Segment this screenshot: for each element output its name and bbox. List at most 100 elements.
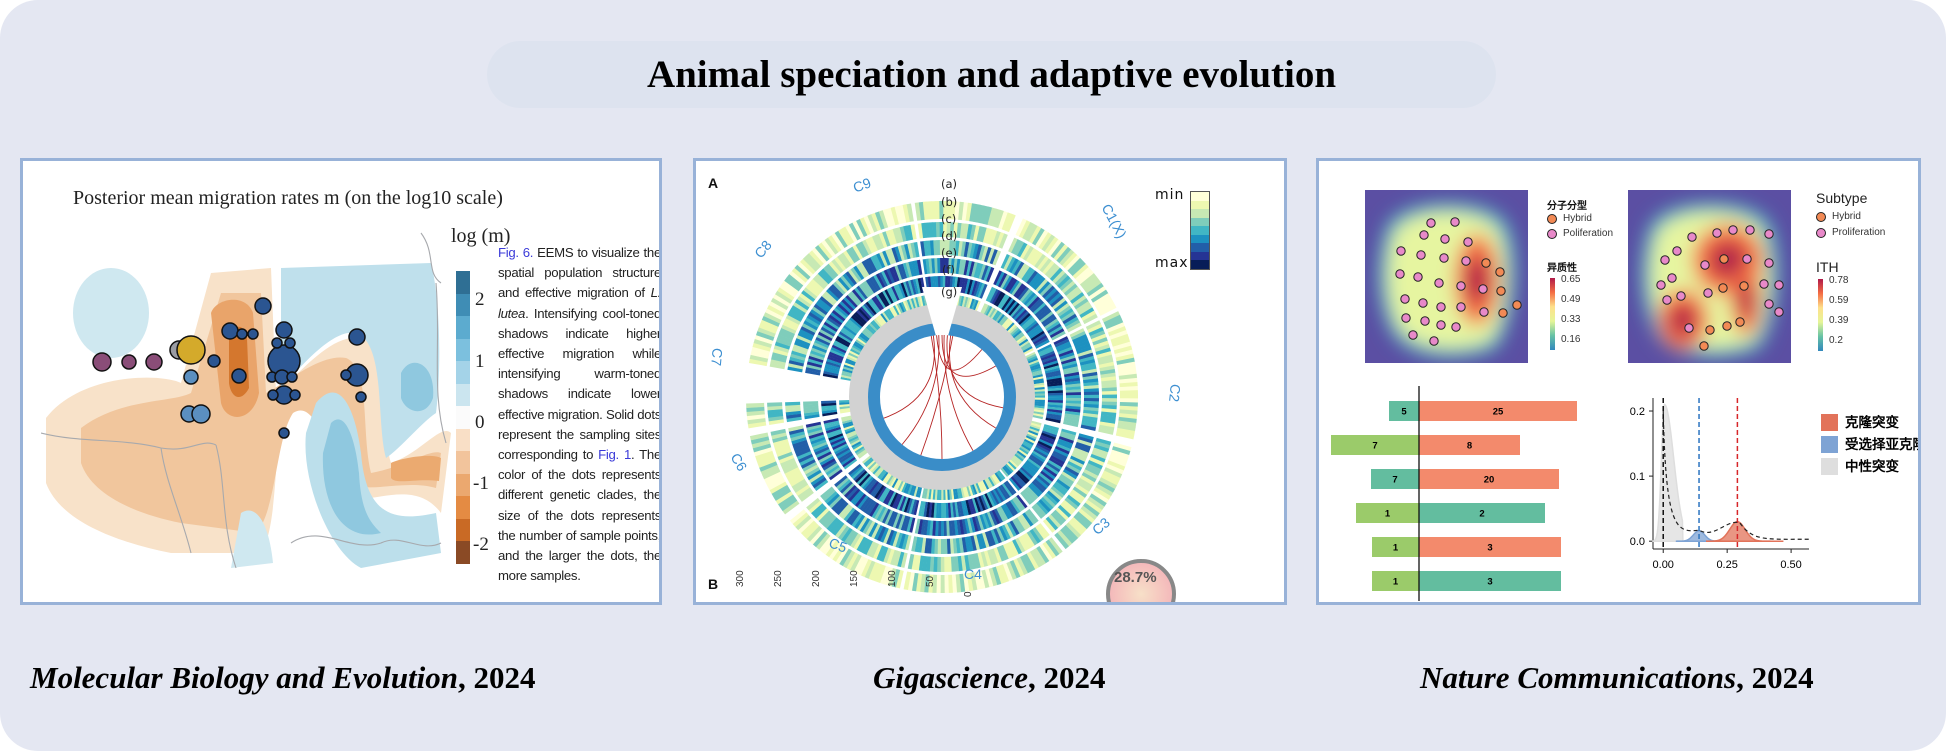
heatmap-track-cell [1081, 421, 1097, 428]
heatmap-track-cell [1029, 328, 1044, 340]
heatmap-track-cell [861, 282, 873, 297]
heatmap-track-cell [1052, 450, 1068, 460]
heatmap-track-cell [1052, 297, 1066, 310]
heatmap-track-cell [828, 542, 843, 560]
heatmap-track-cell [856, 337, 867, 346]
heatmap-track-cell [908, 261, 915, 277]
heatmap-track-cell [1061, 360, 1077, 368]
heatmap-track-cell [876, 485, 887, 501]
heatmap-track-cell [897, 245, 906, 261]
heatmap-track-cell [1084, 466, 1100, 477]
heatmap-track-cell [1101, 311, 1121, 323]
heatmap-track-cell [966, 242, 973, 258]
heatmap-track-cell [828, 433, 844, 441]
heatmap-track-cell [873, 274, 884, 290]
heatmap-track-cell [860, 332, 871, 341]
heatmap-track-cell [1065, 395, 1081, 399]
heatmap-track-cell [821, 458, 836, 469]
heatmap-track-cell [786, 469, 802, 481]
heatmap-track-cell [820, 486, 834, 499]
heatmap-track-cell [863, 303, 876, 317]
heatmap-track-cell [1047, 323, 1062, 334]
heatmap-track-cell [1062, 468, 1078, 480]
heatmap-track-cell [802, 461, 818, 472]
heatmap-track-cell [803, 523, 820, 539]
heatmap-track-cell [856, 285, 868, 300]
heatmap-track-cell [1080, 362, 1096, 369]
heatmap-track-cell [847, 319, 861, 331]
spot-dot [1401, 313, 1411, 323]
spot-dot [1439, 253, 1449, 263]
heatmap-track-cell [936, 556, 941, 572]
heatmap-track-cell [993, 528, 1002, 544]
heatmap-track-cell [1058, 436, 1074, 444]
heatmap-track-cell [925, 502, 931, 518]
heatmap-track-cell [988, 567, 998, 587]
heatmap-track-cell [950, 556, 956, 572]
heatmap-track-cell [923, 519, 929, 536]
heatmap-track-cell [1017, 242, 1028, 258]
heatmap-track-cell [867, 324, 877, 334]
panel-circos[interactable]: A (a) (b) (c) (d) (e) (f) (g) C1(X) C2 C… [693, 158, 1287, 605]
heatmap-track-cell [841, 327, 856, 338]
heatmap-track-cell [835, 447, 850, 457]
spot-dot [1718, 283, 1728, 293]
heatmap-track-cell [897, 479, 904, 491]
heatmap-track-cell [1053, 300, 1068, 313]
heatmap-track-cell [1024, 320, 1038, 332]
heatmap-track-cell [762, 467, 781, 480]
fig-ref-link-2[interactable]: Fig. 1 [598, 447, 631, 463]
heatmap-track-cell [746, 406, 765, 413]
heatmap-track-cell [876, 545, 886, 561]
heatmap-track-cell [799, 328, 815, 339]
heatmap-track-cell [880, 291, 890, 306]
heatmap-track-cell [1021, 346, 1033, 354]
heatmap-track-cell [1048, 325, 1063, 336]
scale-tick-label: 150 [849, 570, 860, 587]
heatmap-track-cell [913, 485, 919, 497]
heatmap-track-cell [791, 305, 806, 317]
sampling-site-dot [236, 328, 248, 340]
heatmap-track-cell [890, 206, 900, 226]
heatmap-track-cell [1060, 311, 1076, 322]
heatmap-track-cell [856, 448, 868, 457]
heatmap-track-cell [773, 344, 790, 353]
heatmap-track-cell [918, 500, 924, 517]
heatmap-track-cell [1038, 472, 1053, 485]
panel-spatial-ith[interactable]: 分子分型 Hybrid Poliferation 异质性 0.65 0.49 0… [1316, 158, 1921, 605]
ith-tick: 0.78 [1829, 275, 1849, 286]
panel-eems-map[interactable]: Posterior mean migration rates m (on the… [20, 158, 662, 605]
heatmap-track-cell [841, 415, 853, 420]
heatmap-track-cell [786, 273, 804, 289]
heatmap-track-cell [1032, 450, 1047, 461]
heatmap-track-cell [1023, 532, 1035, 548]
heatmap-track-cell [824, 237, 839, 255]
heatmap-track-cell [857, 308, 871, 321]
track-label-d: (d) [941, 229, 958, 243]
heatmap-track-cell [822, 411, 838, 417]
heatmap-track-cell [1003, 255, 1014, 271]
heatmap-track-cell [846, 552, 859, 571]
heatmap-track-cell [875, 273, 886, 288]
heatmap-track-cell [1009, 499, 1021, 514]
heatmap-track-cell [812, 441, 828, 450]
heatmap-track-cell [887, 491, 897, 507]
spot-dot [1722, 321, 1732, 331]
heatmap-track-cell [810, 503, 825, 516]
heatmap-track-cell [976, 481, 984, 493]
heatmap-track-cell [974, 300, 981, 312]
heatmap-track-cell [914, 297, 920, 309]
heatmap-track-cell [874, 466, 883, 476]
fig-ref-link[interactable]: Fig. 6. [498, 245, 534, 260]
heatmap-track-cell [1035, 230, 1049, 248]
heatmap-track-cell [856, 516, 868, 531]
heatmap-track-cell [839, 407, 851, 412]
heatmap-track-cell [1081, 365, 1097, 372]
heatmap-track-cell [973, 553, 981, 569]
heatmap-track-cell [822, 460, 837, 471]
subtype-legend-title-1: 分子分型 [1547, 201, 1587, 212]
heatmap-track-cell [876, 506, 887, 522]
heatmap-track-cell [1022, 318, 1036, 331]
heatmap-track-cell [812, 530, 828, 548]
heatmap-track-cell [927, 574, 934, 593]
